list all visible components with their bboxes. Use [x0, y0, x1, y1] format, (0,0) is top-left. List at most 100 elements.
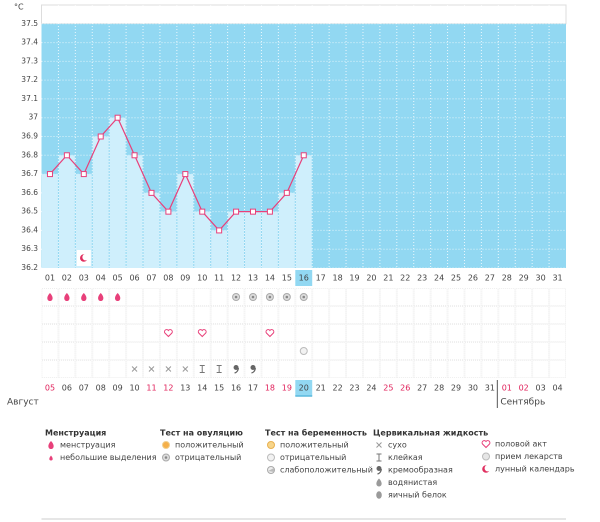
highlight-day	[295, 270, 313, 286]
cell	[143, 324, 160, 342]
cell	[143, 342, 160, 360]
cell	[176, 306, 194, 324]
cell	[413, 360, 431, 378]
drop	[376, 478, 382, 487]
icon-pill	[482, 452, 490, 461]
bar	[92, 136, 109, 268]
cell	[396, 342, 414, 360]
day-label: 19	[349, 274, 359, 283]
cell	[481, 342, 499, 360]
y-tick-label: 36.3	[21, 244, 38, 253]
date-label: 31	[485, 384, 495, 393]
point	[233, 208, 240, 215]
cell	[498, 306, 516, 324]
cell	[261, 306, 279, 324]
cell	[278, 288, 296, 306]
cell	[346, 288, 363, 306]
y-tick-label: 36.5	[21, 207, 38, 216]
bar	[295, 155, 312, 268]
cell	[41, 342, 59, 360]
cell	[278, 324, 296, 342]
cell	[464, 288, 482, 306]
date-label: 23	[349, 384, 359, 393]
cell	[92, 342, 110, 360]
cell	[210, 324, 228, 342]
cell	[379, 288, 397, 306]
point	[80, 171, 87, 178]
icon-creamy	[250, 365, 256, 374]
cell	[312, 360, 330, 378]
icon-drop	[48, 441, 54, 449]
cell	[498, 288, 516, 306]
cell	[210, 288, 228, 306]
date-label: 11	[146, 384, 156, 393]
cell	[362, 360, 380, 378]
cell	[41, 306, 59, 324]
cell	[92, 360, 110, 378]
legend-label: отрицательный	[280, 453, 346, 462]
i-beam	[216, 365, 222, 373]
legend-label: кремообразная	[388, 466, 453, 475]
cell	[41, 324, 59, 342]
icon-dry	[182, 366, 189, 372]
cell	[210, 342, 228, 360]
icon-ov-neg	[265, 293, 274, 301]
bar	[75, 174, 92, 268]
icon-moon	[79, 254, 89, 262]
cell	[346, 324, 363, 342]
day-label: 02	[62, 274, 72, 283]
day-label: 22	[400, 274, 410, 283]
cell	[41, 288, 59, 306]
cell	[278, 342, 296, 360]
point	[46, 171, 53, 178]
legend-label: прием лекарств	[495, 452, 563, 461]
cell	[92, 306, 110, 324]
icon-small-drop	[49, 455, 53, 461]
cell	[447, 288, 465, 306]
point	[114, 114, 121, 121]
cell	[346, 342, 363, 360]
date-label: 07	[79, 384, 89, 393]
cell	[413, 324, 431, 342]
y-tick-label: 36.4	[21, 225, 38, 234]
cell	[362, 306, 380, 324]
cell	[498, 360, 516, 378]
day-label: 26	[468, 274, 478, 283]
legend-label: яичный белок	[388, 491, 447, 500]
legend-label: сухо	[388, 441, 407, 450]
point	[199, 208, 206, 215]
date-label: 05	[45, 384, 55, 393]
cell	[58, 342, 76, 360]
date-label: 30	[468, 384, 478, 393]
cell	[430, 306, 448, 324]
y-tick-label: 36.8	[21, 150, 38, 159]
day-label: 09	[180, 274, 190, 283]
pill	[482, 452, 490, 461]
cell	[126, 324, 144, 342]
heart	[164, 329, 173, 338]
icon-pr-weak	[267, 466, 275, 474]
dot	[268, 295, 272, 299]
cell	[109, 306, 127, 324]
date-label: 13	[180, 384, 190, 393]
y-tick-label: 36.2	[21, 263, 38, 272]
cell	[413, 288, 431, 306]
day-label: 24	[434, 274, 444, 283]
cell	[143, 288, 160, 306]
icon-intercourse	[481, 440, 491, 449]
bar	[58, 155, 75, 268]
legend-label: водянистая	[388, 478, 437, 487]
cell	[396, 324, 414, 342]
day-label: 08	[163, 274, 173, 283]
cell	[532, 306, 550, 324]
icon-dry	[131, 366, 138, 372]
icon-moon	[482, 465, 491, 473]
cell	[464, 360, 482, 378]
cell	[75, 360, 93, 378]
icon-sticky	[199, 365, 205, 373]
cross	[148, 366, 155, 372]
i-beam	[376, 453, 382, 462]
dot	[302, 295, 306, 299]
cell	[481, 324, 499, 342]
cell	[244, 360, 262, 378]
